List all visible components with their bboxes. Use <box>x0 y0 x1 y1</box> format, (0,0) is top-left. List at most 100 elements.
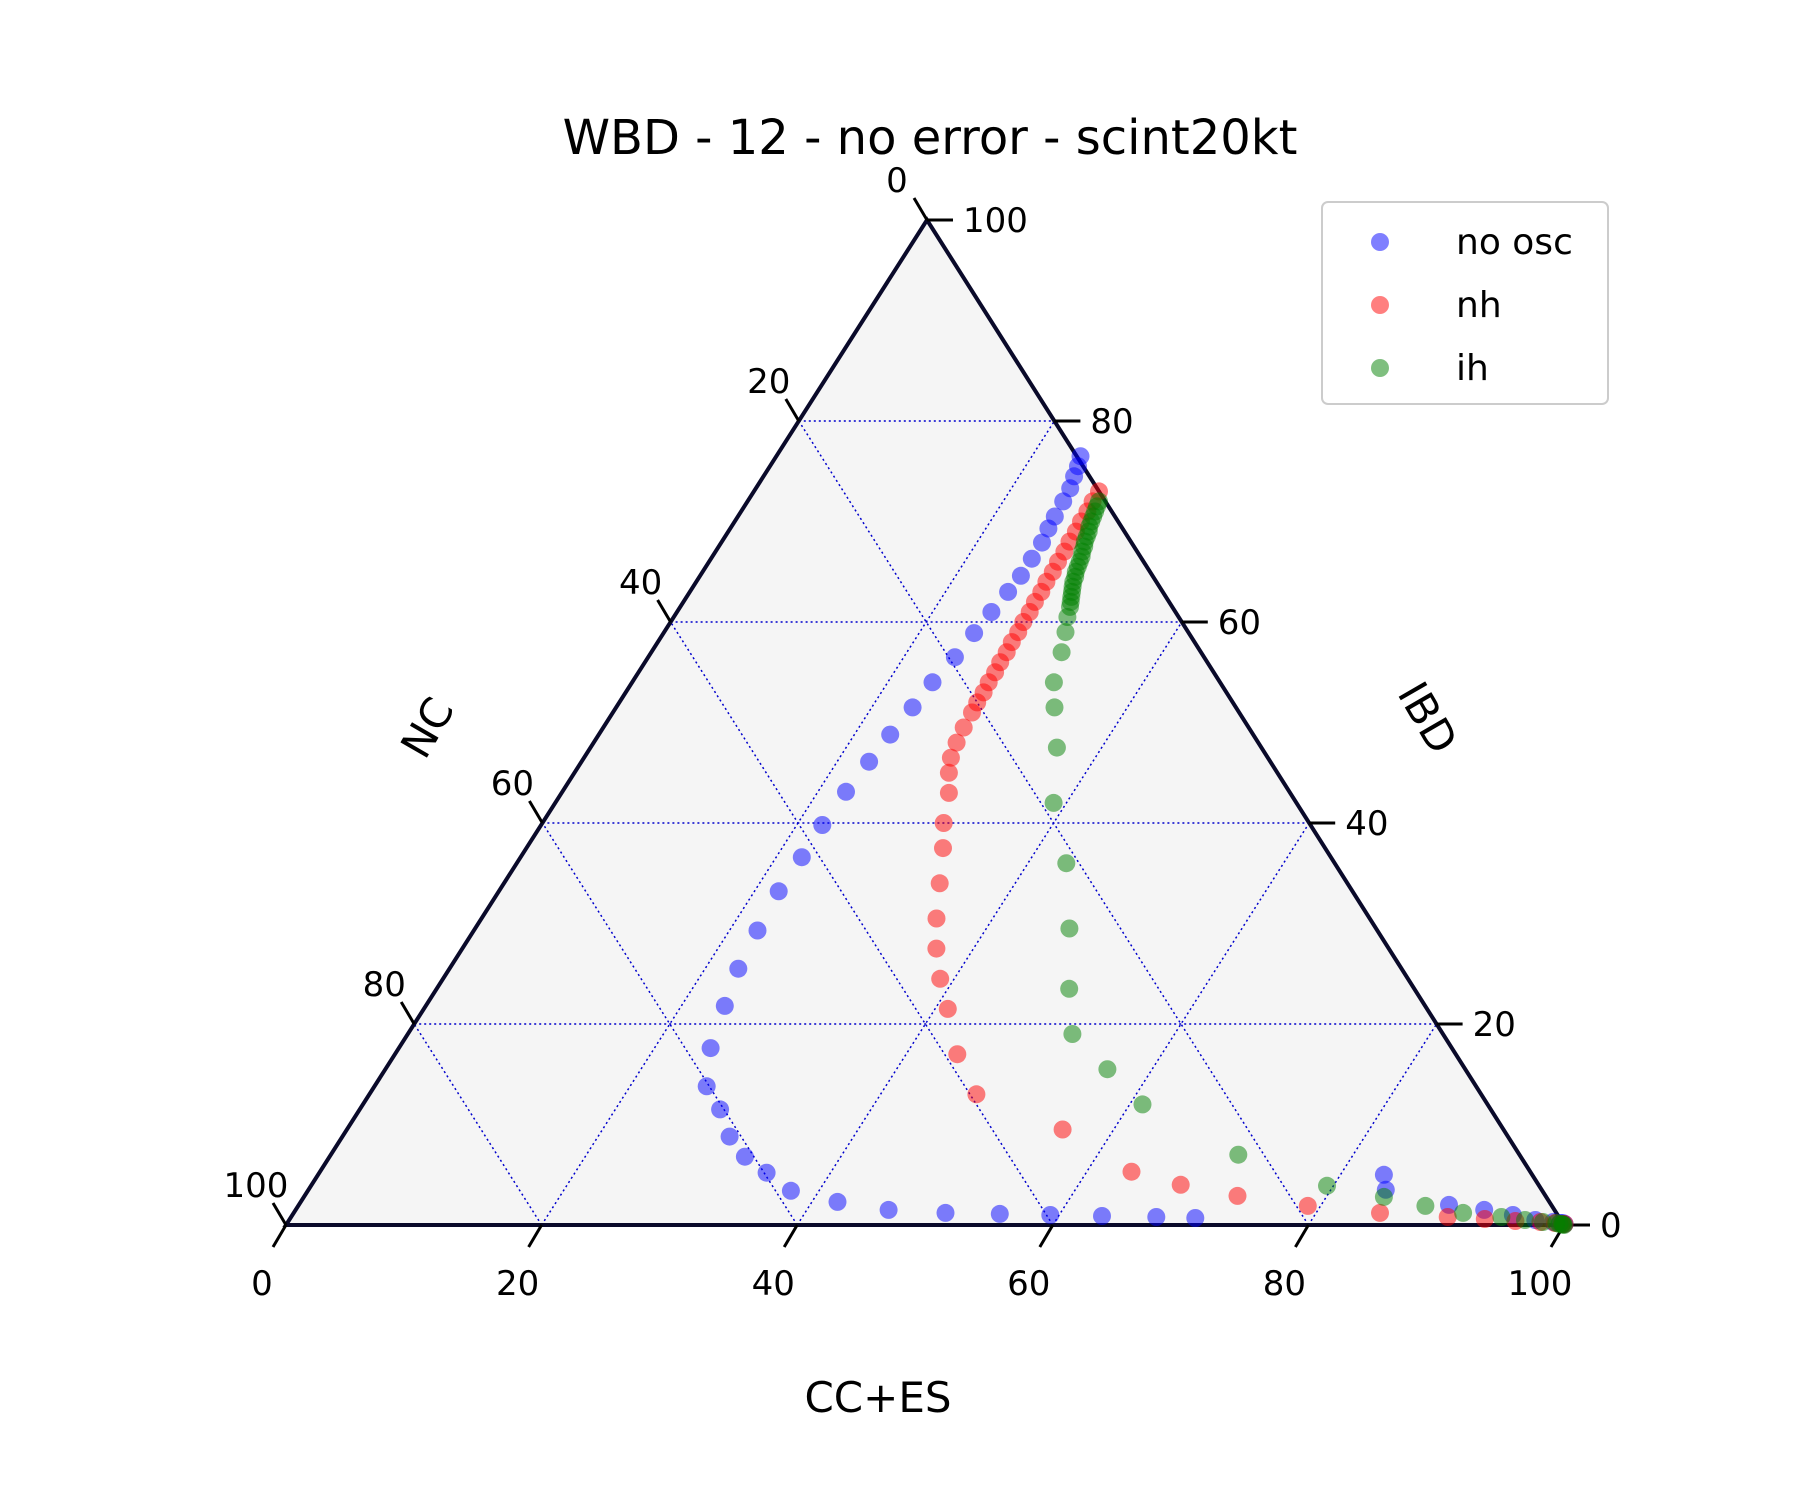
data-point <box>947 733 966 752</box>
data-point <box>1171 1175 1190 1194</box>
data-point <box>923 673 942 692</box>
data-point <box>990 1204 1009 1223</box>
legend-marker-nh <box>1371 296 1389 314</box>
data-point <box>1122 1162 1141 1181</box>
data-point <box>1098 1060 1117 1079</box>
legend-label-nh: nh <box>1456 285 1502 326</box>
gridline <box>669 621 1054 1226</box>
gridline <box>798 420 1310 1226</box>
gridline <box>796 621 1183 1226</box>
data-point <box>1044 673 1063 692</box>
data-point <box>757 1163 776 1182</box>
data-point <box>1033 533 1051 552</box>
bottom-tick <box>1294 1224 1310 1248</box>
data-point <box>769 882 788 901</box>
data-point <box>1229 1145 1248 1164</box>
data-point <box>828 1192 847 1211</box>
bottom-tick-label: 40 <box>752 1264 795 1304</box>
legend-box <box>1321 201 1609 405</box>
data-point <box>720 1127 739 1146</box>
data-point <box>963 703 981 722</box>
data-point <box>934 814 953 832</box>
data-point <box>1492 1208 1511 1226</box>
data-point <box>1516 1211 1534 1229</box>
data-point <box>927 939 946 958</box>
gridlines <box>413 420 1438 1226</box>
legend-label-ih: ih <box>1456 348 1489 389</box>
data-point <box>1054 492 1073 511</box>
data-point <box>1454 1203 1473 1222</box>
data-point <box>939 783 958 802</box>
data-point <box>936 1203 955 1222</box>
triangle-frame <box>282 216 1568 1227</box>
data-point <box>1318 1176 1336 1195</box>
data-point <box>735 1147 754 1166</box>
data-point <box>792 848 811 867</box>
left-tick <box>656 599 672 623</box>
legend-marker-ih <box>1371 359 1389 377</box>
chart-title: WBD - 12 - no error - scint20kt <box>563 110 1298 166</box>
bottom-tick-label: 20 <box>496 1264 539 1304</box>
bottom-axis-label: CC+ES <box>804 1373 951 1422</box>
left-tick-label: 0 <box>886 161 908 201</box>
bottom-tick <box>1038 1224 1055 1248</box>
data-point <box>781 1181 800 1200</box>
data-point <box>711 1100 730 1119</box>
data-point <box>729 959 748 978</box>
data-point <box>1058 608 1077 626</box>
data-point <box>1041 1206 1060 1224</box>
bottom-tick <box>782 1224 799 1248</box>
data-point <box>1186 1209 1205 1227</box>
data-point <box>1063 1025 1082 1043</box>
bottom-tick-label: 0 <box>251 1264 273 1304</box>
data-point <box>1533 1213 1552 1231</box>
gridline <box>541 822 798 1226</box>
left-tick-label: 20 <box>747 362 790 402</box>
data-point <box>1039 519 1058 538</box>
data-point <box>1555 1216 1573 1234</box>
data-point <box>837 782 855 801</box>
right-tick-label: 60 <box>1218 603 1261 643</box>
data-point <box>927 909 946 928</box>
data-point <box>982 603 1001 621</box>
data-point <box>941 748 960 767</box>
left-tick <box>784 398 801 422</box>
data-point <box>813 816 832 834</box>
tick-group: 0 0 0 20 20 20 40 40 40 60 60 60 80 80 80 100 100 100 <box>224 161 1622 1304</box>
right-tick-label: 80 <box>1090 402 1133 442</box>
data-point <box>1047 738 1066 757</box>
plot-area <box>286 220 1564 1225</box>
data-point <box>879 1200 898 1219</box>
data-point <box>934 839 952 858</box>
data-point <box>965 624 984 643</box>
bottom-tick <box>271 1224 288 1248</box>
left-tick-label: 40 <box>619 563 662 603</box>
data-point <box>1374 1187 1393 1206</box>
data-point <box>748 921 767 940</box>
data-point <box>1052 643 1071 662</box>
right-tick-label: 40 <box>1345 804 1388 844</box>
data-point <box>1374 1165 1393 1184</box>
left-tick <box>271 1202 288 1226</box>
data-point <box>860 752 879 771</box>
bottom-tick <box>527 1224 543 1248</box>
data-point <box>1147 1208 1166 1226</box>
data-point <box>999 582 1018 601</box>
data-point <box>945 648 964 667</box>
data-point <box>1022 549 1041 568</box>
bottom-tick-label: 60 <box>1007 1264 1050 1304</box>
data-point <box>954 718 973 737</box>
data-point <box>967 1085 986 1104</box>
data-point <box>697 1077 716 1096</box>
left-axis-label: NC <box>391 689 464 766</box>
data-point <box>1438 1208 1457 1226</box>
legend-label-no-osc: no osc <box>1456 222 1573 263</box>
data-point <box>1011 566 1030 585</box>
left-tick <box>399 1001 416 1025</box>
data-point <box>939 763 958 782</box>
left-tick <box>528 800 544 824</box>
data-point <box>1133 1095 1152 1114</box>
bottom-tick-label: 100 <box>1508 1264 1573 1304</box>
data-point <box>1371 1203 1389 1222</box>
left-tick-label: 80 <box>363 965 406 1005</box>
